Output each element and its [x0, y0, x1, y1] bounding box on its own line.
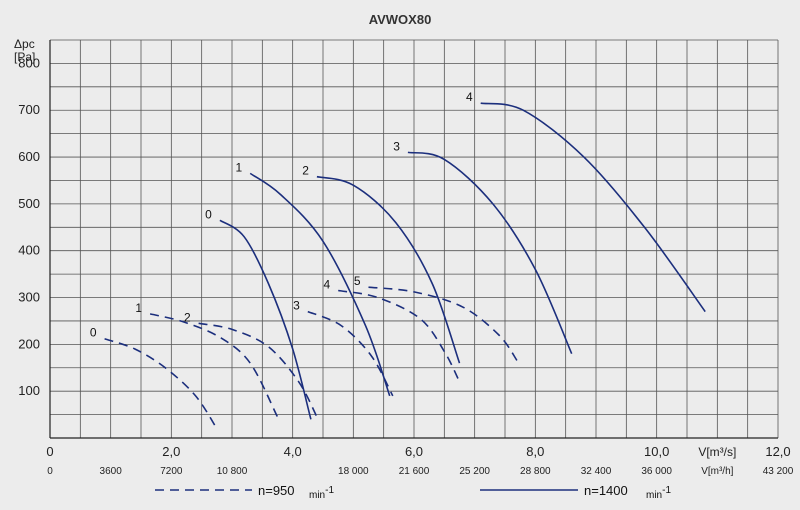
x2-tick-label: 7200 [160, 466, 183, 477]
curve-n1400-4 [480, 102, 706, 313]
curve-n950-5 [368, 286, 518, 362]
y-tick-label: 200 [18, 336, 40, 351]
x2-tick-label: 25 200 [459, 466, 490, 477]
y-tick-label: 500 [18, 196, 40, 211]
curve-n950-3 [307, 310, 394, 397]
x-tick-label: 6,0 [405, 444, 423, 459]
x2-tick-label: 28 800 [520, 466, 551, 477]
curve-n950-0 [104, 337, 218, 430]
curve-label-n950-0: 0 [90, 326, 97, 340]
x-tick-label: 12,0 [765, 444, 790, 459]
legend-unit-exponent-dashed: -1 [325, 485, 334, 496]
x2-tick-label: 10 800 [217, 466, 248, 477]
x2-tick-label: 43 200 [763, 466, 794, 477]
y-tick-label: 300 [18, 290, 40, 305]
curve-label-n1400-4: 4 [466, 90, 473, 104]
legend-label-dashed: n=950 [258, 483, 295, 498]
x2-tick-label: 36 000 [641, 466, 672, 477]
curve-label-n950-3: 3 [293, 299, 300, 313]
curve-labels: 0 1 2 3 4 5 0 1 2 3 4 [90, 90, 473, 340]
x2-tick-label: 0 [47, 466, 53, 477]
curve-n1400-0 [219, 219, 312, 420]
curve-n1400-3 [407, 151, 573, 355]
x2-tick-label: 18 000 [338, 466, 369, 477]
x2-tick-label: 21 600 [399, 466, 430, 477]
y-tick-label: 600 [18, 149, 40, 164]
x-tick-label: 2,0 [162, 444, 180, 459]
curve-n1400-2 [316, 175, 461, 364]
y-tick-label: 700 [18, 102, 40, 117]
curve-label-n1400-1: 1 [236, 160, 243, 174]
y-tick-labels: 100 200 300 400 500 600 700 800 [18, 55, 40, 398]
x-tick-label: 4,0 [284, 444, 302, 459]
y-tick-label: 100 [18, 383, 40, 398]
curve-n950-4 [338, 289, 461, 383]
curve-label-n1400-0: 0 [205, 207, 212, 221]
curve-label-n1400-3: 3 [393, 139, 400, 153]
y-tick-label: 800 [18, 55, 40, 70]
curve-label-n950-4: 4 [323, 278, 330, 292]
curve-n1400-1 [249, 172, 391, 397]
x-tick-label: 0 [46, 444, 53, 459]
x-axis-label: V[m³/s] [698, 445, 736, 459]
x2-axis-label: V[m³/h] [701, 466, 733, 477]
curve-label-n1400-2: 2 [302, 164, 309, 178]
x-tick-label: 10,0 [644, 444, 669, 459]
legend-label-solid: n=1400 [584, 483, 628, 498]
grid [49, 39, 779, 439]
chart-title: AVWOX80 [369, 12, 432, 27]
curve-label-n950-2: 2 [184, 310, 191, 324]
x2-tick-labels: 0 3600 7200 10 800 18 000 21 600 25 200 28 800 3… [47, 466, 794, 477]
curve-n950-1 [149, 313, 279, 418]
curve-label-n950-5: 5 [354, 274, 361, 288]
x-tick-labels: 0 2,0 4,0 6,0 8,0 10,0 12,0 V[m³/s] [46, 444, 790, 459]
x2-tick-label: 3600 [100, 466, 123, 477]
y-axis-label: Δpc [14, 37, 35, 51]
curve-n950-2 [198, 322, 318, 418]
axes [49, 40, 778, 439]
y-axis-unit: [Pa] [14, 50, 35, 64]
y-tick-label: 400 [18, 243, 40, 258]
curves [104, 102, 706, 430]
legend-unit-exponent-solid: -1 [662, 485, 671, 496]
curve-label-n950-1: 1 [135, 301, 142, 315]
x-tick-label: 8,0 [526, 444, 544, 459]
x2-tick-label: 32 400 [581, 466, 612, 477]
